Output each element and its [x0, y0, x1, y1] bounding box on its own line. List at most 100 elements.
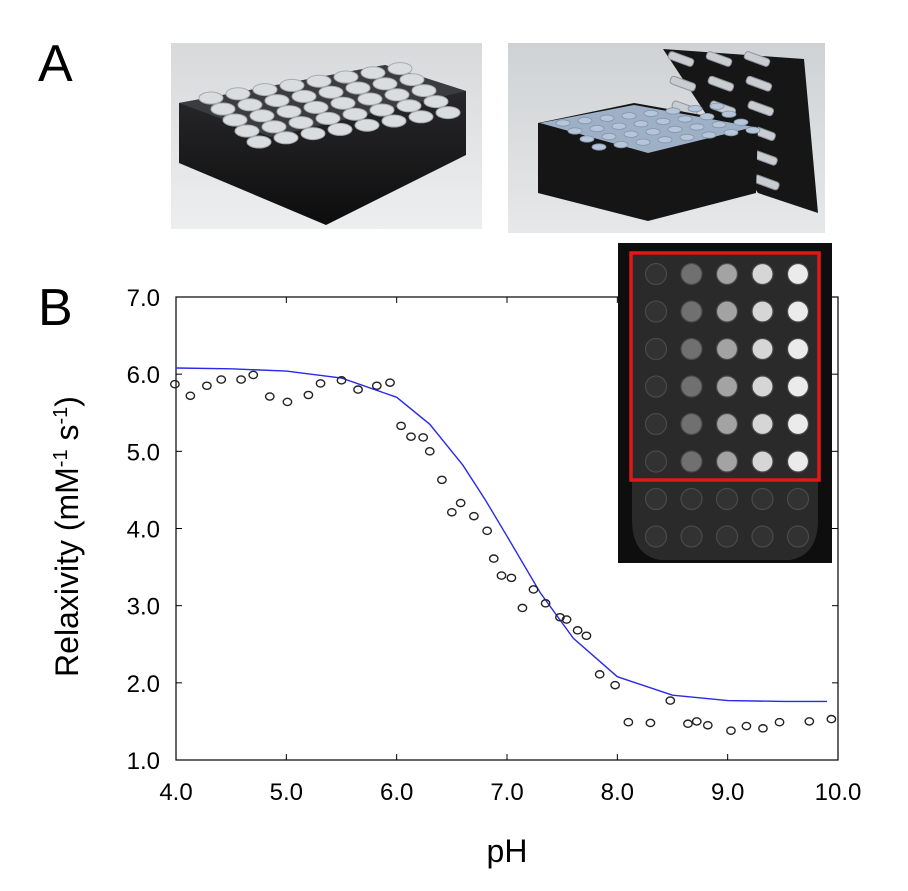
tube-cap: [354, 118, 380, 132]
tube-well: [643, 109, 659, 118]
tube: [747, 100, 774, 117]
x-axis-title: pH: [487, 833, 528, 869]
tube: [743, 51, 771, 67]
mri-well: [715, 487, 739, 511]
data-point: [645, 718, 656, 728]
tube-well: [645, 128, 661, 136]
tube: [667, 51, 695, 67]
tube-well: [613, 141, 629, 149]
mri-phantom: [632, 255, 818, 560]
y-tick-label: 7.0: [127, 285, 160, 312]
tube-cap: [249, 109, 275, 123]
data-point: [468, 511, 479, 521]
mri-well: [751, 375, 774, 398]
mri-well: [680, 450, 703, 473]
tube-well: [745, 126, 761, 134]
tube-cap: [273, 131, 299, 145]
mri-well: [715, 300, 739, 323]
x-tick-label: 8.0: [601, 779, 634, 806]
x-tick-label: 4.0: [159, 779, 192, 806]
mri-well: [786, 262, 810, 286]
mri-selection-box: [629, 251, 821, 482]
mri-well: [644, 262, 668, 286]
mri-well: [786, 450, 810, 473]
mri-well: [786, 412, 810, 436]
data-point: [303, 390, 314, 400]
y-tick-label: 4.0: [127, 517, 160, 544]
tube-cap: [318, 85, 344, 99]
data-point: [581, 631, 592, 641]
tube-cap: [300, 127, 326, 141]
data-point: [572, 626, 583, 635]
mri-well: [715, 262, 739, 286]
mri-well: [644, 525, 668, 548]
tube-cap: [360, 66, 386, 80]
y-axis-ticks: [176, 296, 838, 761]
tube-cap: [357, 92, 383, 106]
mri-well: [715, 525, 739, 548]
tube-well: [589, 125, 605, 133]
tube-well: [677, 115, 693, 123]
y-axis-title: Relaxivity (mM-1 s-1): [49, 396, 85, 677]
tube: [705, 51, 733, 67]
tube-cap: [384, 88, 410, 102]
mri-well: [680, 525, 703, 548]
mri-well: [644, 337, 668, 361]
tube-cap: [411, 84, 437, 98]
tube-well: [657, 136, 673, 144]
data-point: [446, 507, 457, 517]
mri-well: [715, 412, 739, 436]
tube-well: [687, 104, 703, 113]
tube-cap: [345, 81, 371, 95]
data-point: [371, 381, 382, 391]
tube-cap: [276, 105, 302, 119]
tube-well: [721, 110, 737, 118]
y-tick-label: 3.0: [127, 594, 160, 621]
data-point: [804, 717, 815, 726]
data-point: [216, 375, 227, 384]
data-point: [610, 680, 621, 690]
tube-well: [711, 121, 727, 129]
tube-cap: [408, 110, 434, 124]
tube-well: [709, 102, 725, 110]
tube-rack-photo-graphic: [171, 43, 482, 229]
data-point: [455, 498, 466, 508]
tube-well: [621, 112, 637, 120]
data-point: [665, 696, 676, 705]
data-point: [353, 385, 363, 394]
tube-cap: [369, 103, 395, 117]
mri-well: [680, 487, 703, 511]
data-point: [482, 526, 493, 536]
x-tick-label: 10.0: [815, 779, 862, 806]
tube-cap: [387, 62, 413, 76]
tube-cap: [327, 122, 353, 136]
data-point: [418, 433, 429, 442]
data-point: [726, 726, 736, 735]
tube-well: [667, 125, 683, 134]
tube: [669, 75, 697, 92]
data-point: [540, 599, 551, 608]
y-tick-label: 6.0: [127, 362, 160, 389]
panel-label-b: B: [38, 279, 73, 337]
tube-cap: [315, 111, 341, 125]
tube-cap: [261, 120, 287, 134]
tube-cap: [288, 116, 314, 130]
data-point: [623, 717, 634, 727]
mri-well: [786, 337, 810, 361]
mri-well: [715, 450, 739, 473]
tube-rack-open-photo-graphic: [508, 43, 825, 233]
data-point: [555, 612, 565, 622]
tube-cap: [423, 95, 449, 109]
data-point: [691, 717, 702, 726]
mri-well: [786, 487, 810, 511]
panel-label-a: A: [38, 35, 73, 93]
tube-cap: [222, 113, 248, 127]
data-point: [758, 724, 768, 733]
y-tick-label: 2.0: [127, 671, 160, 698]
mri-well: [751, 337, 774, 361]
mri-well: [680, 337, 703, 361]
data-point: [424, 447, 435, 456]
data-point: [315, 379, 326, 388]
tube-cap: [234, 124, 260, 138]
